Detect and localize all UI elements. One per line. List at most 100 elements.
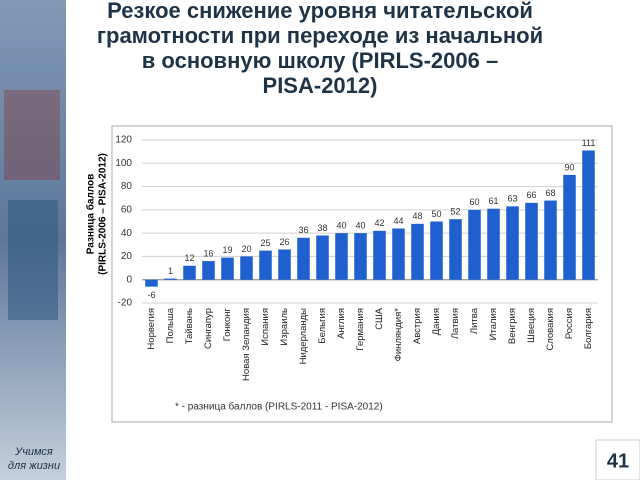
value-label: 111 [582,138,596,148]
bar [335,233,348,280]
bar [278,249,291,280]
bar [430,221,443,280]
x-tick: Новая Зеландия [241,308,252,381]
x-tick: Тайвань [184,308,195,344]
x-tick-label: Сингапур [203,308,214,349]
x-tick-label: Норвегия [146,308,157,350]
x-tick: Бельгия [317,308,328,344]
x-tick: Россия [564,308,575,339]
title-line: грамотности при переходе из начальной [97,23,543,48]
x-tick-label: Швеция [526,308,537,343]
bar [240,256,253,280]
bar [525,202,538,280]
page-number-box [595,439,640,480]
y-axis-label: (PIRLS-2006 – PISA-2012) [98,153,109,275]
bar [468,209,481,280]
value-label: 68 [545,188,555,198]
value-label: 16 [203,248,213,258]
x-tick-label: Гонконг [222,307,233,341]
bar [411,223,424,280]
value-label: 1 [168,266,173,276]
title-line: Резкое снижение уровня читательской [107,0,533,23]
logo: для жизни [8,460,60,472]
decor-image [4,90,60,180]
bar [373,230,386,280]
x-tick: Болгария [583,308,594,349]
bar [487,208,500,280]
value-label: 48 [412,211,422,221]
x-tick: Италия [488,308,499,340]
x-tick-label: Литва [469,307,480,334]
x-tick-label: Тайвань [184,308,195,344]
x-tick: Финляндия* [393,308,404,362]
x-tick: Израиль [279,308,290,346]
x-tick-label: Венгрия [507,308,518,344]
y-tick-label: 0 [126,274,132,285]
bar [297,237,310,280]
bar [183,265,196,280]
bar [506,206,519,280]
bar [544,200,557,280]
bar [221,257,234,280]
y-tick-label: 100 [115,158,132,169]
x-tick-label: Новая Зеландия [241,308,252,381]
x-tick-label: Испания [260,308,271,346]
y-tick-label: 60 [121,204,133,215]
x-tick: Англия [336,308,347,339]
x-tick: Германия [355,308,366,351]
value-label: 50 [431,209,441,219]
bar [202,261,215,280]
y-axis-label: Разница баллов [85,174,97,255]
x-tick: Швеция [526,308,537,343]
x-tick: Польша [165,307,176,343]
title-line: PISA-2012) [263,73,378,98]
bar [354,233,367,280]
value-label: 40 [355,221,365,231]
x-tick: Венгрия [507,308,518,344]
bar [145,279,158,287]
x-tick: Словакия [545,308,556,351]
value-label: 90 [564,162,574,172]
x-tick-label: Финляндия* [393,308,404,362]
x-tick-label: Бельгия [317,308,328,344]
footnote: * - разница баллов (PIRLS-2011 - PISA-20… [175,401,383,413]
x-tick-label: США [374,307,385,330]
x-tick: США [374,307,385,330]
x-tick-label: Польша [165,307,176,343]
x-tick: Нидерланды [298,308,309,365]
logo: Учимся [14,446,53,458]
value-label: 44 [393,216,403,226]
value-label: 40 [336,221,346,231]
page-number: 41 [607,450,629,472]
value-label: 63 [507,194,517,204]
value-label: 20 [241,244,251,254]
y-tick-label: 20 [121,251,133,262]
bar [582,150,595,280]
bar [259,250,272,280]
x-tick-label: Латвия [450,308,461,339]
x-tick-label: Израиль [279,308,290,346]
y-tick-label: -20 [118,298,133,309]
y-tick-label: 80 [121,181,133,192]
bar [563,174,576,280]
value-label: 52 [450,207,460,217]
x-tick-label: Германия [355,308,366,351]
value-label: 42 [374,218,384,228]
x-tick: Испания [260,308,271,346]
x-tick-label: Италия [488,308,499,340]
y-tick-label: 40 [121,228,133,239]
value-label: 61 [488,196,498,206]
bar [316,235,329,280]
title-line: в основную школу (PIRLS-2006 – [142,48,498,73]
x-tick: Австрия [412,308,423,344]
x-tick-label: Дания [431,308,442,335]
y-tick-label: 120 [115,135,132,146]
value-label: 38 [317,223,327,233]
x-tick: Норвегия [146,308,157,350]
value-label: 12 [184,253,194,263]
value-label: 60 [469,197,479,207]
x-tick: Латвия [450,308,461,339]
value-label: 25 [260,238,270,248]
x-tick: Литва [469,307,480,334]
